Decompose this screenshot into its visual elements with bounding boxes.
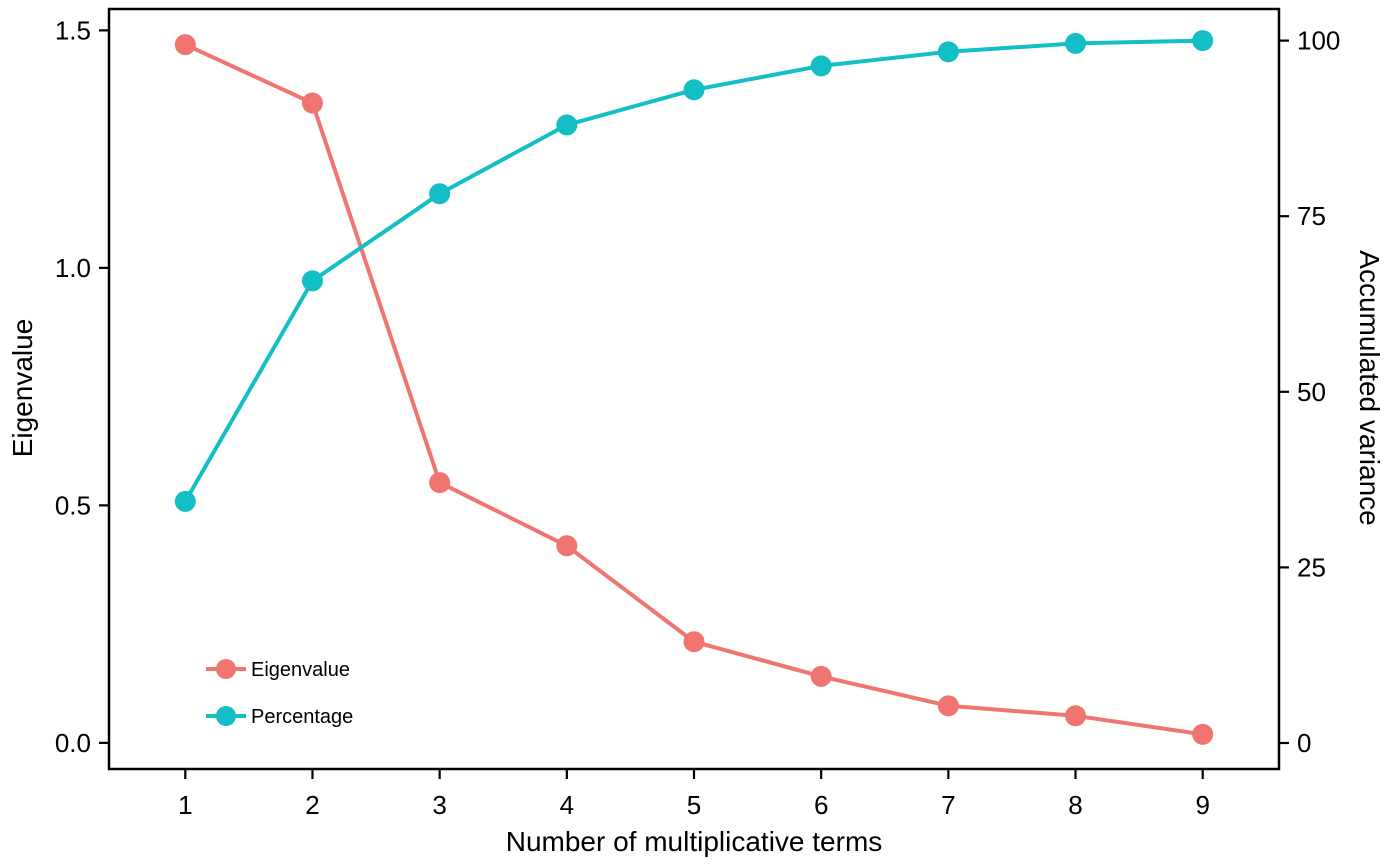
percentage-point: [810, 55, 832, 77]
left-y-tick-label: 0.0: [55, 728, 91, 758]
percentage-point: [1065, 32, 1087, 54]
right-y-axis: 0 25 50 75 100: [1279, 26, 1340, 758]
eigenvalue-point: [683, 631, 705, 653]
x-axis-title: Number of multiplicative terms: [506, 826, 883, 857]
eigenvalue-point: [174, 34, 196, 56]
legend-percentage-label: Percentage: [251, 706, 353, 728]
x-tick-label: 2: [305, 790, 319, 820]
x-tick-label: 4: [560, 790, 574, 820]
eigenvalue-point: [429, 472, 451, 494]
x-tick-label: 7: [941, 790, 955, 820]
eigenvalue-point: [1065, 705, 1087, 727]
percentage-point: [429, 183, 451, 205]
left-y-tick-label: 1.0: [55, 253, 91, 283]
x-tick-label: 6: [814, 790, 828, 820]
legend-eigenvalue-label: Eigenvalue: [251, 659, 350, 681]
x-tick-label: 3: [432, 790, 446, 820]
legend: Eigenvalue Percentage: [206, 659, 353, 728]
eigenvalue-point: [556, 535, 578, 557]
plot-panel: [107, 7, 1281, 771]
eigenvalue-point: [810, 665, 832, 687]
left-y-axis: 0.0 0.5 1.0 1.5: [55, 15, 109, 758]
eigenvalue-point: [301, 92, 323, 114]
percentage-point: [1192, 30, 1214, 52]
x-tick-label: 9: [1195, 790, 1209, 820]
left-y-axis-title: Eigenvalue: [7, 319, 38, 458]
right-y-axis-title: Accumulated variance: [1354, 250, 1385, 525]
series-layer: [174, 30, 1214, 745]
percentage-point: [174, 490, 196, 512]
x-tick-label: 5: [687, 790, 701, 820]
legend-percentage-marker: [216, 706, 236, 726]
eigenvalue-point: [1192, 723, 1214, 745]
x-tick-label: 8: [1068, 790, 1082, 820]
x-axis: 1 2 3 4 5 6 7 8 9: [178, 769, 1210, 820]
right-y-tick-label: 100: [1297, 26, 1340, 56]
percentage-point: [937, 41, 959, 63]
right-y-tick-label: 25: [1297, 552, 1326, 582]
percentage-point: [556, 114, 578, 136]
right-y-tick-label: 0: [1297, 728, 1311, 758]
eigenvalue-point: [937, 695, 959, 717]
left-y-tick-label: 1.5: [55, 15, 91, 45]
left-y-tick-label: 0.5: [55, 490, 91, 520]
percentage-point: [301, 270, 323, 292]
percentage-point: [683, 79, 705, 101]
right-y-tick-label: 50: [1297, 377, 1326, 407]
legend-eigenvalue-marker: [216, 659, 236, 679]
x-tick-label: 1: [178, 790, 192, 820]
right-y-tick-label: 75: [1297, 201, 1326, 231]
